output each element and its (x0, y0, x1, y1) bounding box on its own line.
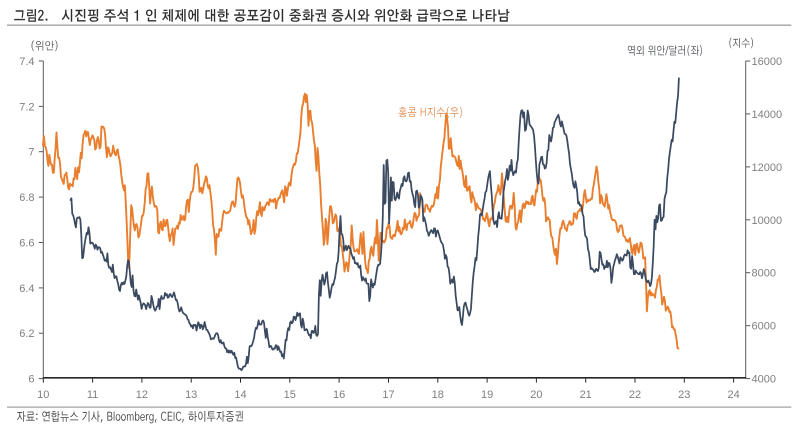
svg-text:10000: 10000 (752, 215, 783, 227)
svg-text:7: 7 (28, 147, 34, 159)
svg-text:4000: 4000 (752, 374, 776, 386)
svg-text:7.2: 7.2 (19, 101, 34, 113)
svg-text:14: 14 (234, 389, 246, 401)
svg-text:8000: 8000 (752, 268, 776, 280)
svg-text:6.6: 6.6 (19, 238, 34, 250)
svg-text:6: 6 (28, 374, 34, 386)
svg-text:17: 17 (382, 389, 394, 401)
svg-text:16000: 16000 (752, 56, 783, 68)
svg-text:14000: 14000 (752, 109, 783, 121)
svg-text:6.4: 6.4 (19, 283, 34, 295)
svg-text:20: 20 (530, 389, 542, 401)
svg-text:6.8: 6.8 (19, 192, 34, 204)
svg-text:24: 24 (727, 389, 739, 401)
svg-text:10: 10 (37, 389, 49, 401)
svg-text:15: 15 (284, 389, 296, 401)
svg-text:12: 12 (136, 389, 148, 401)
svg-text:6000: 6000 (752, 321, 776, 333)
svg-text:13: 13 (185, 389, 197, 401)
svg-text:12000: 12000 (752, 162, 783, 174)
svg-text:19: 19 (481, 389, 493, 401)
svg-text:11: 11 (87, 389, 98, 401)
svg-text:16: 16 (333, 389, 345, 401)
svg-text:18: 18 (432, 389, 444, 401)
svg-text:22: 22 (629, 389, 641, 401)
svg-text:21: 21 (580, 389, 592, 401)
svg-text:7.4: 7.4 (19, 56, 34, 68)
svg-text:23: 23 (678, 389, 690, 401)
svg-text:6.2: 6.2 (19, 328, 34, 340)
